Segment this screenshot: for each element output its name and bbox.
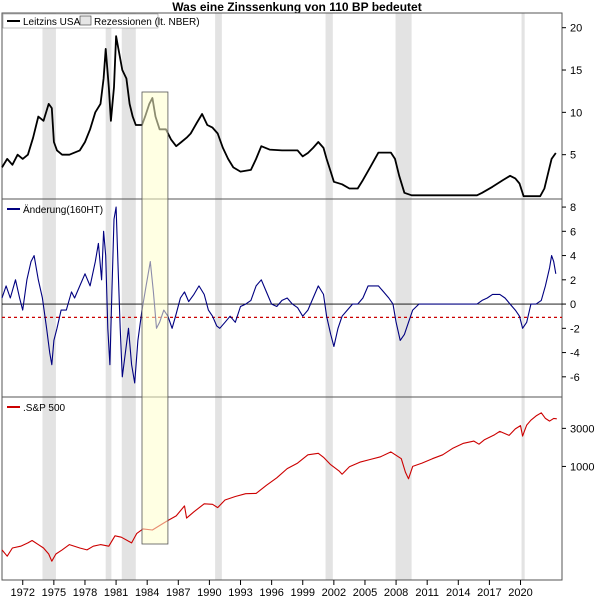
- y-tick-label: 0: [570, 299, 576, 311]
- x-tick-label: 2011: [415, 587, 439, 599]
- x-tick-label: 1981: [104, 587, 128, 599]
- y-axis-leitzins: 5 10 15 20: [562, 23, 582, 162]
- x-tick-label: 1984: [135, 587, 159, 599]
- panel-aenderung: -6 -4 -2 0 2 4 6 8 Änderung(160HT): [1, 198, 580, 398]
- recession-band: [521, 13, 525, 580]
- legend-aenderung: Änderung(160HT): [7, 204, 103, 216]
- x-tick-label: 1993: [228, 587, 252, 599]
- y-tick-label: 3000: [570, 423, 594, 435]
- y-axis-sp500: 1000 3000: [562, 423, 594, 473]
- x-axis: 1972 1975 1978 1981 1984 1987 1990 1993 1996 1999…: [10, 580, 533, 599]
- y-tick-label: -2: [570, 323, 580, 335]
- x-tick-label: 1978: [73, 587, 97, 599]
- recession-band: [105, 13, 112, 580]
- x-tick-label: 1972: [10, 587, 34, 599]
- y-axis-aenderung: -6 -4 -2 0 2 4 6 8: [562, 202, 580, 384]
- highlight-window: [141, 91, 169, 545]
- y-tick-label: 10: [570, 107, 582, 119]
- y-tick-label: 20: [570, 23, 582, 35]
- legend-swatch-recession: [79, 15, 92, 26]
- recession-band: [325, 13, 333, 580]
- legend-sp500: .S&P 500: [7, 403, 66, 414]
- recession-band: [395, 13, 412, 580]
- legend-label-aenderung: Änderung(160HT): [23, 204, 103, 216]
- x-tick-label: 2020: [508, 587, 532, 599]
- y-tick-label: 6: [570, 226, 576, 238]
- y-tick-label: 8: [570, 202, 576, 214]
- panel-leitzins: 5 10 15 20 Leitzins USA Rezessionen (lt. NB…: [1, 12, 582, 200]
- y-tick-label: -6: [570, 372, 580, 384]
- legend-label-sp500: .S&P 500: [23, 403, 66, 414]
- legend-label-recession: Rezessionen (lt. NBER): [94, 17, 200, 28]
- x-tick-label: 2002: [322, 587, 346, 599]
- plot-area-leitzins: [1, 35, 557, 198]
- y-tick-label: 4: [570, 251, 576, 263]
- x-tick-label: 2014: [446, 587, 470, 599]
- legend-leitzins: Leitzins USA Rezessionen (lt. NBER): [2, 13, 200, 29]
- x-tick-label: 2005: [353, 587, 377, 599]
- x-tick-label: 2008: [384, 587, 408, 599]
- series-line: [1, 412, 557, 562]
- y-tick-label: 1000: [570, 461, 594, 473]
- series-line: [1, 35, 557, 198]
- plot-area-aenderung: [1, 206, 562, 384]
- panel-frame-sp500: [1, 396, 563, 581]
- x-tick-label: 1990: [197, 587, 221, 599]
- x-tick-label: 1999: [290, 587, 314, 599]
- plot-area-sp500: [1, 412, 557, 562]
- highlight-box: [141, 91, 169, 545]
- y-tick-label: 5: [570, 150, 576, 162]
- panel-sp500: 1000 3000 .S&P 500: [1, 396, 594, 581]
- x-tick-label: 1996: [259, 587, 283, 599]
- series-line: [1, 206, 557, 384]
- y-tick-label: 2: [570, 275, 576, 287]
- x-tick-label: 2017: [477, 587, 501, 599]
- y-tick-label: 15: [570, 65, 582, 77]
- recession-bands: [42, 13, 525, 580]
- recession-band: [42, 13, 56, 580]
- legend-label-leitzins: Leitzins USA: [23, 17, 81, 28]
- recession-band: [215, 13, 222, 580]
- x-tick-label: 1987: [166, 587, 190, 599]
- y-tick-label: -4: [570, 348, 580, 360]
- recession-band: [121, 13, 136, 580]
- chart-title: Was eine Zinssenkung von 110 BP bedeutet: [172, 0, 421, 14]
- x-tick-label: 1975: [42, 587, 66, 599]
